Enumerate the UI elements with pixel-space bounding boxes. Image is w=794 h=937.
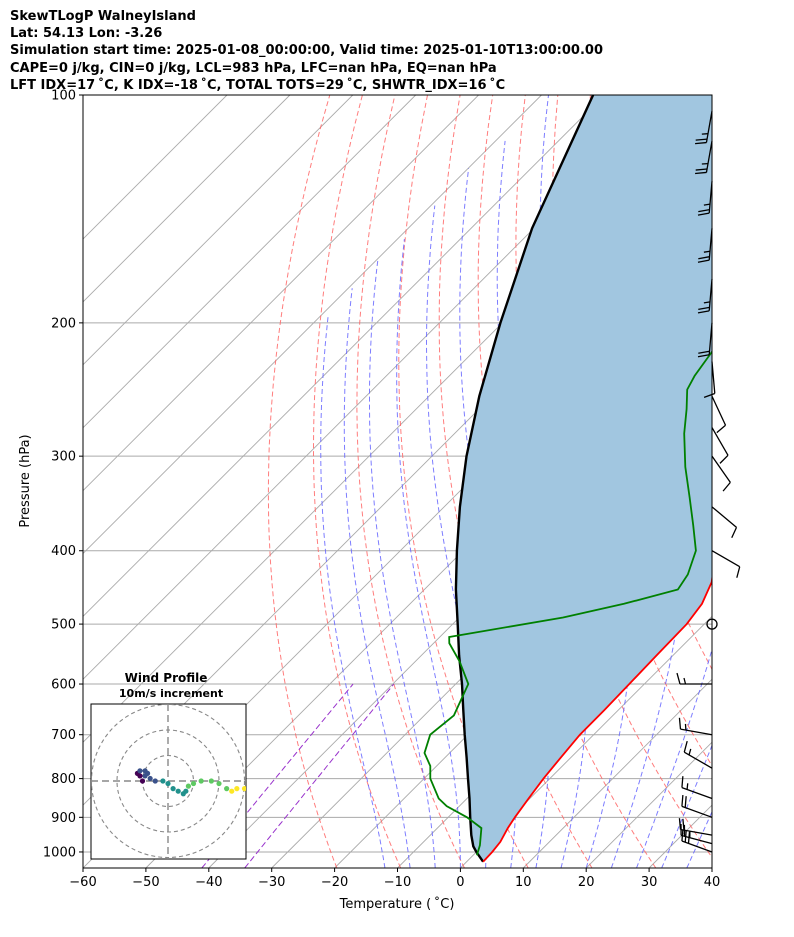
- hodograph-point: [139, 778, 146, 784]
- hodograph: [91, 704, 246, 859]
- temperature-line: [482, 573, 712, 863]
- wind-barb: [681, 776, 713, 800]
- x-axis-label: Temperature ( ˚C): [339, 896, 455, 912]
- wind-barb: [711, 455, 731, 492]
- wind-barb: [695, 110, 713, 145]
- hodograph-point: [224, 786, 230, 792]
- wind-barb: [711, 550, 741, 578]
- wind-barb: [711, 427, 729, 464]
- moist-adiabat: [320, 314, 386, 868]
- y-axis-label: Pressure (hPa): [18, 434, 33, 527]
- y-tick-label: 900: [51, 811, 76, 826]
- isotherm: [83, 95, 228, 240]
- y-tick-label: 700: [51, 728, 76, 743]
- x-tick-label: −40: [195, 875, 222, 890]
- hodograph-title: Wind Profile: [125, 671, 208, 685]
- hodograph-point: [216, 780, 222, 787]
- isotherm: [83, 95, 542, 555]
- moist-adiabat: [396, 239, 461, 868]
- hodograph-point: [165, 780, 171, 787]
- hodograph-point: [198, 778, 204, 784]
- isotherm: [711, 867, 712, 868]
- dewpoint-line: [423, 350, 712, 856]
- hodograph-subtitle: 10m/s increment: [119, 687, 223, 700]
- hodograph-point: [234, 786, 240, 792]
- isotherm: [522, 678, 712, 868]
- hodograph-point: [229, 788, 235, 794]
- convective-parameters: CAPE=0 j/kg, CIN=0 j/kg, LCL=983 hPa, LF…: [10, 60, 497, 76]
- isotherm: [83, 95, 291, 303]
- isotherm: [334, 489, 712, 868]
- mixing-ratio-line: [244, 683, 395, 868]
- x-tick-label: 20: [578, 875, 595, 890]
- dry-adiabat: [753, 95, 794, 868]
- plot-area: [82, 94, 794, 869]
- isotherm: [83, 95, 479, 492]
- isotherm: [460, 615, 712, 868]
- dry-adiabat: [267, 95, 338, 868]
- isotherm: [83, 95, 354, 366]
- hodograph-point: [170, 786, 176, 792]
- wind-barb: [678, 818, 713, 836]
- y-tick-label: 400: [51, 544, 76, 559]
- hodograph-point: [147, 775, 153, 782]
- x-tick-label: −10: [384, 875, 411, 890]
- moist-adiabat: [343, 288, 411, 868]
- hodograph-point: [160, 778, 166, 784]
- x-tick-label: 40: [704, 875, 721, 890]
- x-tick-label: 0: [456, 875, 464, 890]
- dry-adiabat: [313, 95, 402, 868]
- hodograph-point: [185, 783, 191, 789]
- wind-barb: [711, 506, 738, 539]
- x-tick-label: 30: [641, 875, 658, 890]
- x-tick-label: −20: [321, 875, 348, 890]
- isotherm: [83, 95, 605, 618]
- moist-adiabat: [636, 647, 712, 868]
- x-tick-label: −30: [258, 875, 285, 890]
- y-tick-label: 800: [51, 772, 76, 787]
- parcel-profile-line: [454, 95, 595, 863]
- wind-barb: [676, 672, 712, 685]
- hodograph-point: [142, 773, 148, 779]
- isotherm: [83, 95, 417, 429]
- y-tick-label: 600: [51, 678, 76, 693]
- y-tick-label: 1000: [43, 845, 76, 860]
- hodograph-point: [208, 778, 214, 784]
- chart-title-block: SkewTLogP WalneyIsland Lat: 54.13 Lon: -…: [10, 8, 603, 94]
- chart-title: SkewTLogP WalneyIsland: [10, 9, 196, 24]
- station-coordinates: Lat: 54.13 Lon: -3.26: [10, 26, 163, 42]
- stability-indices: LFT IDX=17 ˚C, K IDX=-18 ˚C, TOTAL TOTS=…: [10, 77, 506, 93]
- moist-adiabat: [661, 744, 712, 868]
- y-tick-label: 200: [51, 316, 76, 331]
- hodograph-point: [137, 768, 143, 774]
- simulation-time: Simulation start time: 2025-01-08_00:00:…: [10, 43, 603, 59]
- hodograph-point: [175, 788, 181, 794]
- y-tick-label: 500: [51, 618, 76, 633]
- y-tick-label: 300: [51, 450, 76, 465]
- wind-barb: [711, 395, 727, 434]
- wind-barb: [678, 717, 713, 736]
- negative-area-shading: [455, 95, 712, 862]
- x-tick-label: −60: [69, 875, 96, 890]
- x-tick-label: −50: [132, 875, 159, 890]
- hodograph-point: [183, 788, 189, 794]
- x-tick-label: 10: [515, 875, 532, 890]
- dry-adiabat: [356, 95, 465, 868]
- y-tick-label: 100: [51, 89, 76, 104]
- hodograph-point: [152, 778, 158, 784]
- hodograph-point: [190, 780, 197, 787]
- wind-barb: [681, 794, 713, 818]
- dry-adiabat: [786, 95, 794, 868]
- wind-barb: [695, 140, 713, 175]
- moist-adiabat: [610, 95, 686, 868]
- dry-adiabat: [721, 95, 794, 868]
- moist-adiabat: [686, 810, 712, 868]
- wind-barb: [683, 740, 713, 769]
- hodograph-point: [241, 786, 246, 792]
- moist-adiabat: [369, 259, 436, 868]
